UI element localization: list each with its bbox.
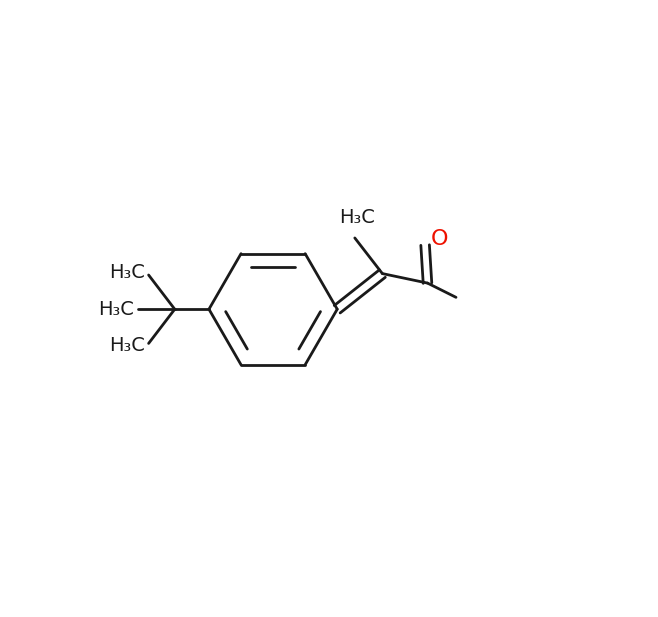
Text: O: O (430, 230, 448, 249)
Text: H₃C: H₃C (109, 263, 145, 282)
Text: H₃C: H₃C (98, 300, 134, 319)
Text: H₃C: H₃C (109, 336, 145, 355)
Text: H₃C: H₃C (340, 209, 375, 228)
